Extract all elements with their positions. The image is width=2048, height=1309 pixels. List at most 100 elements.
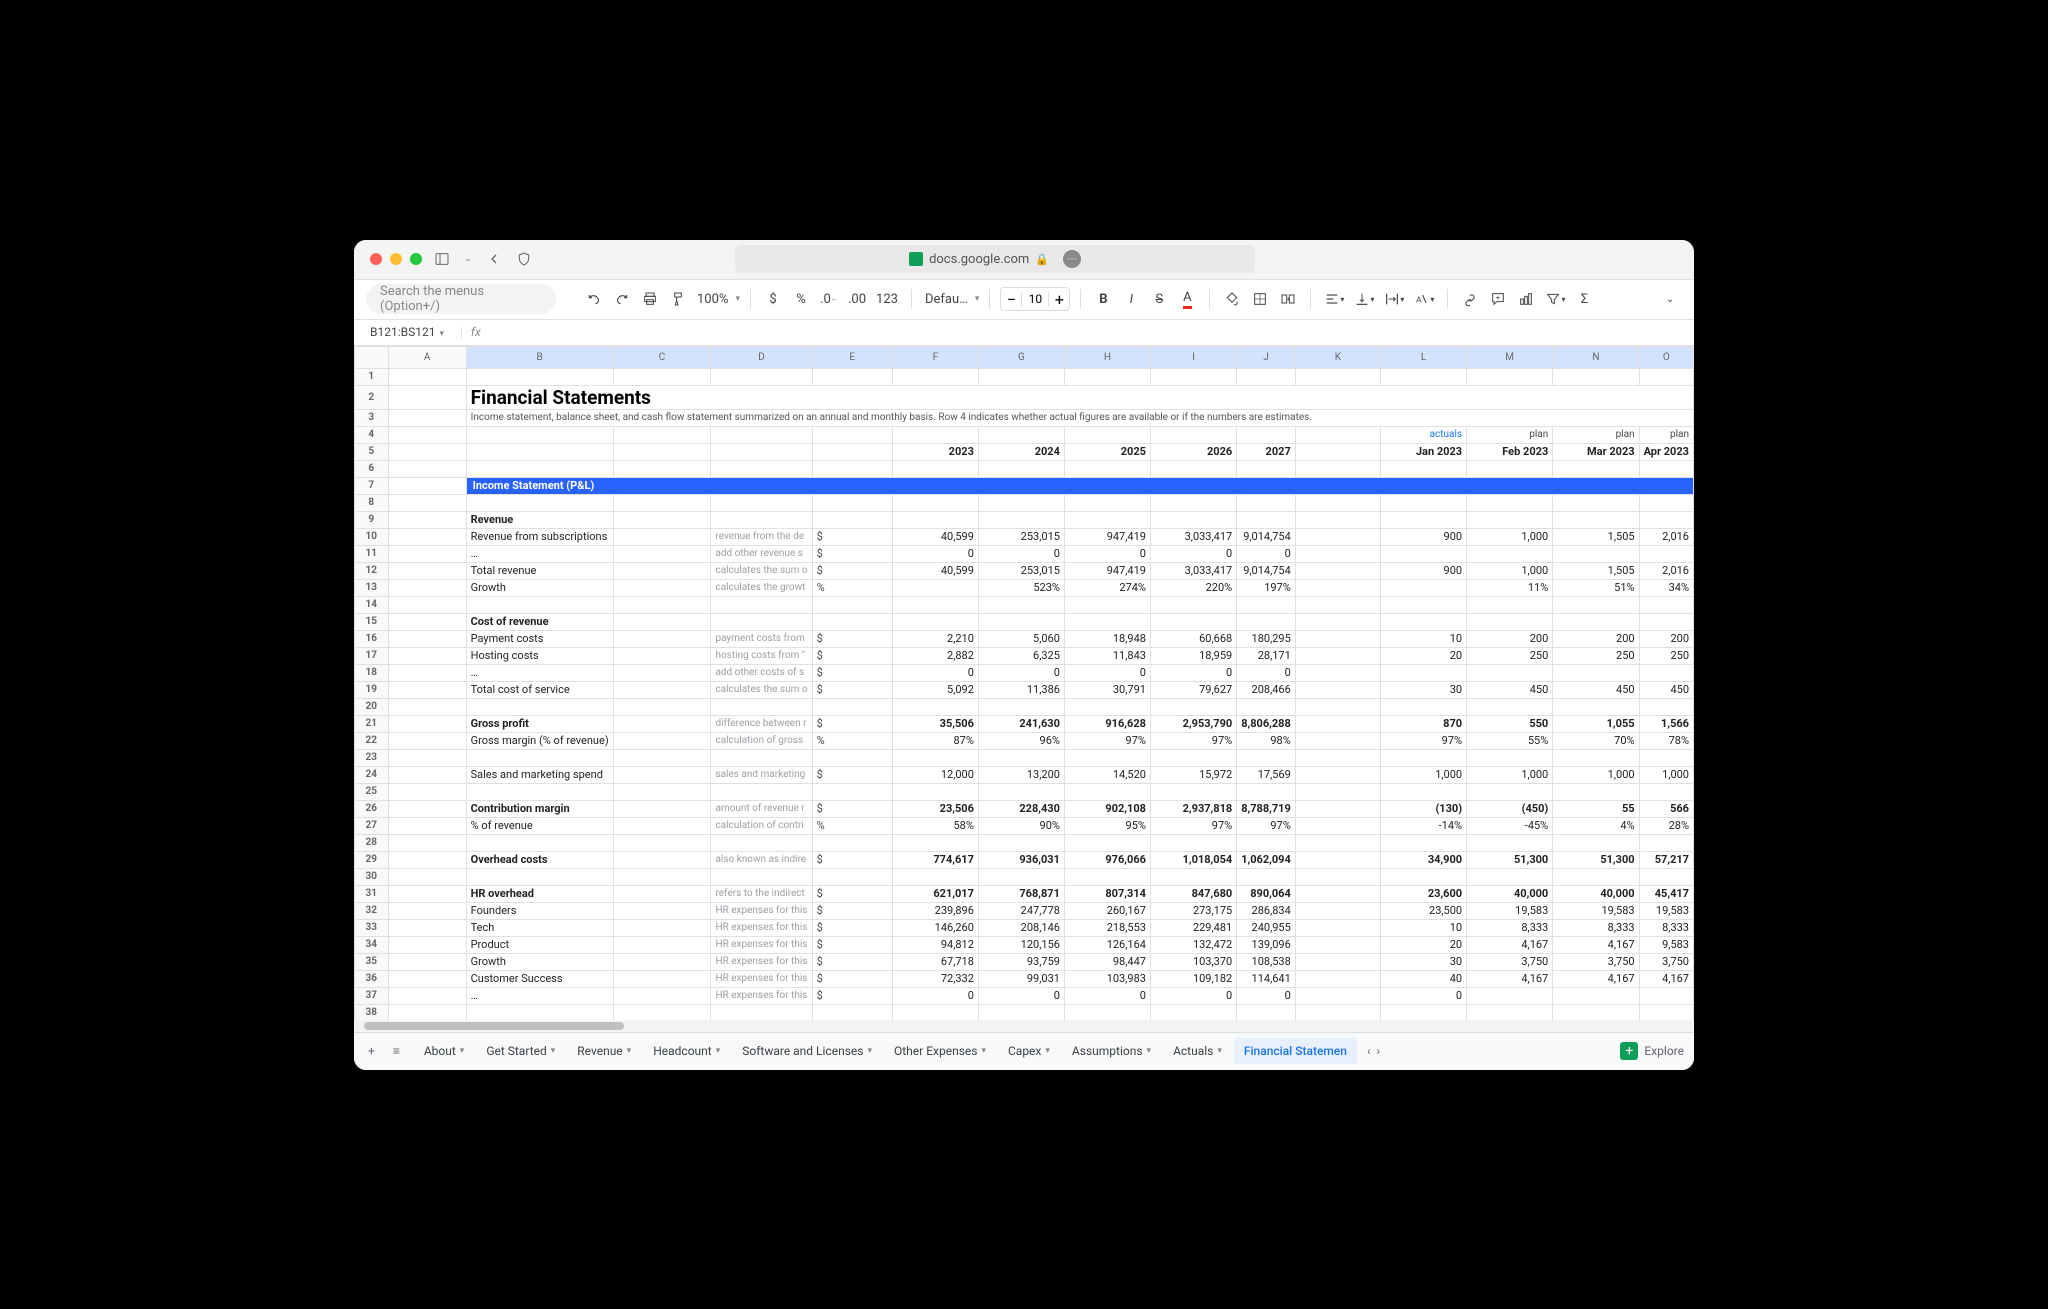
toolbar-chevron-icon[interactable]: ⌄	[1658, 286, 1682, 312]
redo-button[interactable]	[610, 286, 634, 312]
currency-button[interactable]: $	[761, 286, 785, 312]
functions-button[interactable]: Σ	[1572, 286, 1596, 312]
wrap-button[interactable]: ▾	[1381, 286, 1407, 312]
sheet-tab[interactable]: Other Expenses▾	[884, 1038, 996, 1064]
grid-row[interactable]: 6	[355, 460, 1694, 477]
spreadsheet-grid[interactable]: A B C D E F G H I J K L M N O 12Financ	[354, 346, 1694, 1020]
text-color-button[interactable]: A	[1175, 286, 1199, 312]
sheet-tab-active[interactable]: Financial Statemen	[1234, 1038, 1357, 1064]
name-box[interactable]: B121:BS121▾	[362, 325, 452, 339]
grid-row[interactable]: 24Sales and marketing spendsales and mar…	[355, 766, 1694, 783]
undo-button[interactable]	[582, 286, 606, 312]
all-sheets-button[interactable]: ≡	[389, 1040, 404, 1062]
sheet-tab[interactable]: Headcount▾	[643, 1038, 730, 1064]
add-sheet-button[interactable]: +	[364, 1040, 379, 1062]
grid-row[interactable]: 22Gross margin (% of revenue)calculation…	[355, 732, 1694, 749]
grid-row[interactable]: 34ProductHR expenses for this$94,812120,…	[355, 936, 1694, 953]
font-size-decrease-button[interactable]: −	[1001, 290, 1021, 309]
percent-button[interactable]: %	[789, 286, 813, 312]
grid-row[interactable]: 2Financial Statements	[355, 385, 1694, 409]
grid-row[interactable]: 23	[355, 749, 1694, 766]
grid-row[interactable]: 4actualsplanplanplan	[355, 426, 1694, 443]
italic-button[interactable]: I	[1119, 286, 1143, 312]
link-button[interactable]	[1458, 286, 1482, 312]
grid-row[interactable]: 16Payment costspayment costs from $2,210…	[355, 630, 1694, 647]
font-size-value[interactable]: 10	[1021, 292, 1049, 306]
grid-row[interactable]: 29Overhead costsalso known as indire$774…	[355, 851, 1694, 868]
sheet-tab[interactable]: Revenue▾	[567, 1038, 641, 1064]
grid-row[interactable]: 19Total cost of servicecalculates the su…	[355, 681, 1694, 698]
grid-row[interactable]: 26Contribution marginamount of revenue r…	[355, 800, 1694, 817]
grid-row[interactable]: 11…add other revenue s$00000	[355, 545, 1694, 562]
grid-row[interactable]: 9Revenue	[355, 511, 1694, 528]
grid-row[interactable]: 18…add other costs of s$00000	[355, 664, 1694, 681]
url-more-icon[interactable]: ⋯	[1063, 250, 1081, 268]
borders-button[interactable]	[1248, 286, 1272, 312]
strikethrough-button[interactable]: S	[1147, 286, 1171, 312]
grid-row[interactable]: 21Gross profitdifference between r$35,50…	[355, 715, 1694, 732]
maximize-window-button[interactable]	[410, 253, 422, 265]
url-bar[interactable]: docs.google.com 🔒 ⋯	[735, 245, 1255, 273]
grid-row[interactable]: 8	[355, 494, 1694, 511]
merge-cells-button[interactable]	[1276, 286, 1300, 312]
grid-row[interactable]: 7Income Statement (P&L)	[355, 477, 1694, 494]
grid-row[interactable]: 17Hosting costshosting costs from "$2,88…	[355, 647, 1694, 664]
tabs-prev-icon[interactable]: ‹	[1367, 1044, 1371, 1058]
increase-decimal-button[interactable]: .00	[845, 286, 869, 312]
grid-row[interactable]: 12Total revenuecalculates the sum o$40,5…	[355, 562, 1694, 579]
bold-button[interactable]: B	[1091, 286, 1115, 312]
sheet-tab[interactable]: About▾	[414, 1038, 474, 1064]
grid-row[interactable]: 14	[355, 596, 1694, 613]
back-icon[interactable]	[486, 251, 502, 267]
grid-row[interactable]: 1	[355, 368, 1694, 385]
col-I: I	[1150, 346, 1236, 368]
grid-row[interactable]: 31HR overheadrefers to the indirect$621,…	[355, 885, 1694, 902]
shield-icon[interactable]	[516, 251, 532, 267]
v-align-button[interactable]: ▾	[1351, 286, 1377, 312]
close-window-button[interactable]	[370, 253, 382, 265]
minimize-window-button[interactable]	[390, 253, 402, 265]
grid-row[interactable]: 38	[355, 1004, 1694, 1020]
grid-row[interactable]: 20	[355, 698, 1694, 715]
sheet-tab[interactable]: Actuals▾	[1163, 1038, 1232, 1064]
col-K: K	[1295, 346, 1380, 368]
h-align-button[interactable]: ▾	[1321, 286, 1347, 312]
sheet-tab[interactable]: Assumptions▾	[1062, 1038, 1161, 1064]
grid-row[interactable]: 36Customer SuccessHR expenses for this$7…	[355, 970, 1694, 987]
grid-row[interactable]: 32FoundersHR expenses for this$239,89624…	[355, 902, 1694, 919]
grid-row[interactable]: 10Revenue from subscriptionsrevenue from…	[355, 528, 1694, 545]
zoom-dropdown[interactable]: 100%	[694, 286, 731, 312]
filter-button[interactable]: ▾	[1542, 286, 1568, 312]
grid-row[interactable]: 37…HR expenses for this$000000	[355, 987, 1694, 1004]
grid-row[interactable]: 33TechHR expenses for this$146,260208,14…	[355, 919, 1694, 936]
chart-button[interactable]	[1514, 286, 1538, 312]
grid-row[interactable]: 35GrowthHR expenses for this$67,71893,75…	[355, 953, 1694, 970]
grid-row[interactable]: 3Income statement, balance sheet, and ca…	[355, 409, 1694, 426]
sheet-tab[interactable]: Get Started▾	[476, 1038, 565, 1064]
chevron-down-icon[interactable]: ⌄	[464, 254, 472, 264]
tabs-next-icon[interactable]: ›	[1377, 1044, 1381, 1058]
comment-button[interactable]	[1486, 286, 1510, 312]
decrease-decimal-button[interactable]: .0←	[817, 286, 841, 312]
fill-color-button[interactable]	[1220, 286, 1244, 312]
grid-row[interactable]: 27% of revenuecalculation of contri%58%9…	[355, 817, 1694, 834]
font-dropdown[interactable]: Defau…	[922, 286, 971, 312]
grid-row[interactable]: 25	[355, 783, 1694, 800]
grid-row[interactable]: 520232024202520262027Jan 2023Feb 2023Mar…	[355, 443, 1694, 460]
grid-row[interactable]: 28	[355, 834, 1694, 851]
column-headers[interactable]: A B C D E F G H I J K L M N O	[355, 346, 1694, 368]
sidebar-icon[interactable]	[434, 251, 450, 267]
print-button[interactable]	[638, 286, 662, 312]
explore-button[interactable]: + Explore	[1620, 1042, 1684, 1060]
grid-row[interactable]: 13Growthcalculates the growt%523%274%220…	[355, 579, 1694, 596]
sheet-tab[interactable]: Software and Licenses▾	[732, 1038, 882, 1064]
rotate-button[interactable]: A▾	[1411, 286, 1437, 312]
horizontal-scrollbar[interactable]	[354, 1020, 1694, 1032]
sheet-tab[interactable]: Capex▾	[998, 1038, 1060, 1064]
paint-format-button[interactable]	[666, 286, 690, 312]
grid-row[interactable]: 15Cost of revenue	[355, 613, 1694, 630]
menu-search-input[interactable]: Search the menus (Option+/)	[366, 284, 556, 314]
font-size-increase-button[interactable]: +	[1049, 290, 1069, 309]
grid-row[interactable]: 30	[355, 868, 1694, 885]
more-formats-button[interactable]: 123	[873, 286, 901, 312]
